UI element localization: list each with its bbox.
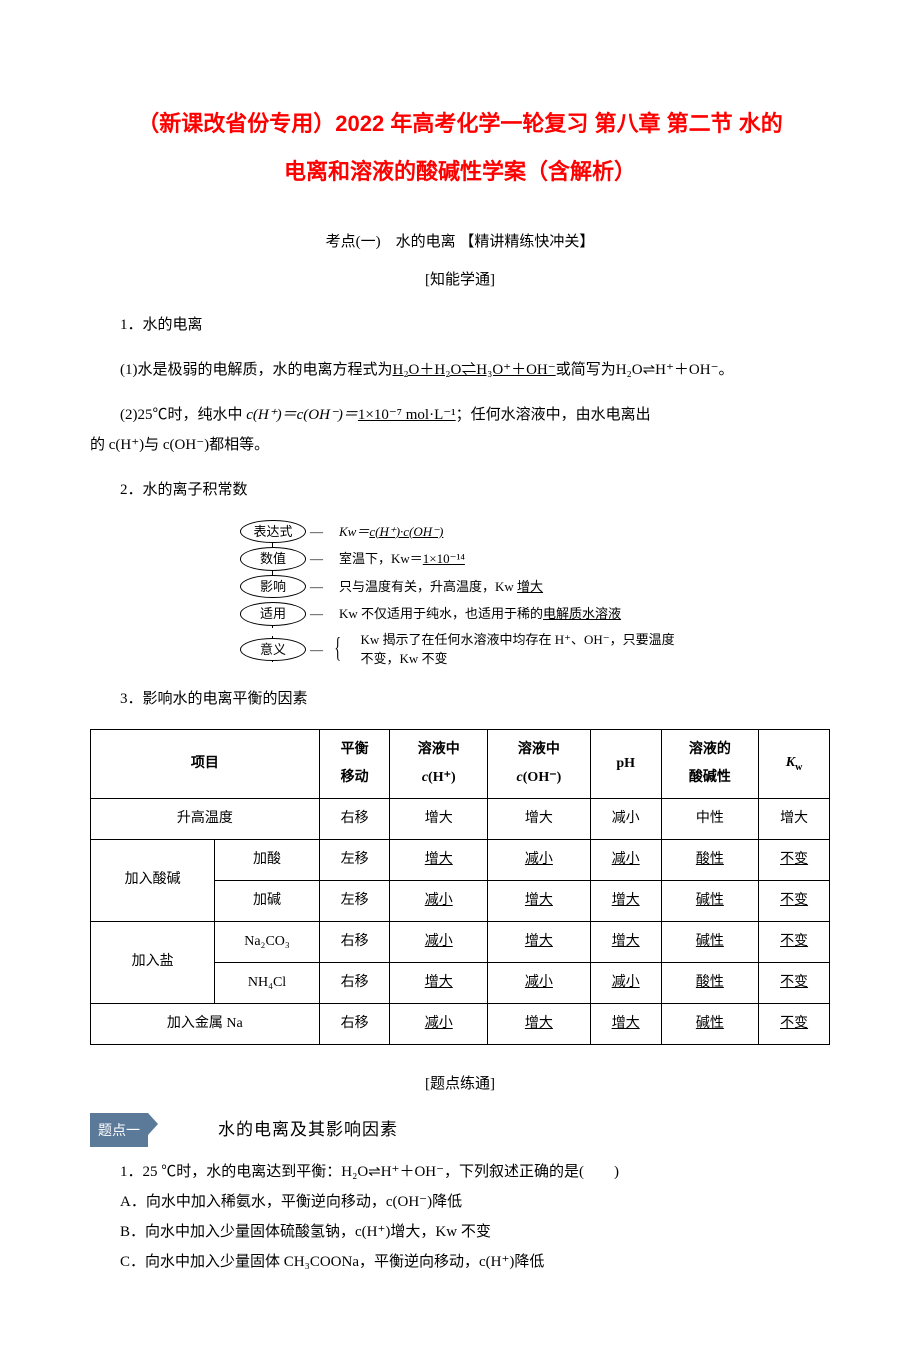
th-kw: Kw (759, 729, 830, 798)
p1-mid: 或简写为 (556, 362, 616, 378)
diagram-row-expr: 表达式 — Kw＝c(H⁺)·c(OH⁻) (240, 520, 680, 544)
p1-eq2: H₂O⇌H⁺＋OH⁻ (616, 362, 719, 378)
factors-table: 项目 平衡移动 溶液中c(H⁺) 溶液中c(OH⁻) pH 溶液的酸碱性 Kw … (90, 729, 830, 1045)
diagram-row-value: 数值 — 室温下，Kw＝1×10⁻¹⁴ (240, 547, 680, 571)
eff-pre: 只与温度有关，升高温度，Kw (339, 579, 517, 594)
heading-1: 1．水的电离 (90, 310, 830, 340)
diagram-row-meaning: 意义 —{ Kw 揭示了在任何水溶液中均存在 H⁺、OH⁻，只要温度不变，Kw … (240, 630, 680, 669)
oval-meaning: 意义 (240, 638, 306, 662)
title-line-2: 电离和溶液的酸碱性学案（含解析） (90, 148, 830, 196)
topic-bar: 题点一 水的电离及其影响因素 (90, 1113, 830, 1147)
val-pre: 室温下，Kw＝ (339, 551, 423, 566)
app-u: 电解质水溶液 (543, 606, 621, 621)
p2-mid1: c(H⁺)＝c(OH⁻)＝ (246, 407, 358, 423)
heading-2: 2．水的离子积常数 (90, 475, 830, 505)
p2-pre: (2)25℃时，纯水中 (120, 407, 246, 423)
zhineng-label: [知能学通] (90, 265, 830, 295)
para-2: (2)25℃时，纯水中 c(H⁺)＝c(OH⁻)＝1×10⁻⁷ mol·L⁻¹；… (90, 400, 830, 430)
topic-text: 水的电离及其影响因素 (218, 1113, 398, 1147)
p2-tail: ；任何水溶液中，由水电离出 (456, 407, 651, 423)
diagram-row-effect: 影响 — 只与温度有关，升高温度，Kw 增大 (240, 575, 680, 599)
oval-apply: 适用 (240, 602, 306, 626)
table-row: 升高温度 右移 增大 增大 减小 中性 增大 (91, 798, 830, 839)
topic-tag: 题点一 (90, 1113, 148, 1147)
th-move: 平衡移动 (319, 729, 390, 798)
expr-pre: Kw＝ (339, 524, 369, 539)
p2-val: 1×10⁻⁷ mol·L⁻¹ (358, 407, 456, 423)
option-a: A．向水中加入稀氨水，平衡逆向移动，c(OH⁻)降低 (90, 1187, 830, 1217)
option-b: B．向水中加入少量固体硫酸氢钠，c(H⁺)增大，Kw 不变 (90, 1217, 830, 1247)
option-c: C．向水中加入少量固体 CH₃COONa，平衡逆向移动，c(H⁺)降低 (90, 1247, 830, 1277)
question-1: 1．25 ℃时，水的电离达到平衡：H₂O⇌H⁺＋OH⁻，下列叙述正确的是( ) (90, 1157, 830, 1187)
app-pre: Kw 不仅适用于纯水，也适用于稀的 (339, 606, 543, 621)
p1-eq1: H₂O＋H₂O⇌H₃O⁺＋OH⁻ (393, 362, 556, 378)
eff-u: 增大 (517, 579, 543, 594)
p1-pre: (1)水是极弱的电解质，水的电离方程式为 (120, 362, 393, 378)
title-line-1: （新课改省份专用）2022 年高考化学一轮复习 第八章 第二节 水的 (90, 100, 830, 148)
oval-effect: 影响 (240, 575, 306, 599)
tidian-label: [题点练通] (90, 1069, 830, 1099)
mean-pre: Kw 揭示了在任何水溶液中均存在 H⁺、OH⁻，只要温度不变，Kw 不变 (360, 630, 680, 669)
expr-u: c(H⁺)·c(OH⁻) (369, 524, 443, 539)
diagram-row-apply: 适用 — Kw 不仅适用于纯水，也适用于稀的电解质水溶液 (240, 602, 680, 626)
para-1: (1)水是极弱的电解质，水的电离方程式为H₂O＋H₂O⇌H₃O⁺＋OH⁻或简写为… (90, 355, 830, 385)
th-item: 项目 (91, 729, 320, 798)
document-title: （新课改省份专用）2022 年高考化学一轮复习 第八章 第二节 水的 电离和溶液… (90, 100, 830, 197)
val-u: 1×10⁻¹⁴ (423, 551, 465, 566)
table-row: 加入金属 Na 右移 减小 增大 增大 碱性 不变 (91, 1003, 830, 1044)
th-coh: 溶液中c(OH⁻) (488, 729, 591, 798)
oval-value: 数值 (240, 547, 306, 571)
th-ch: 溶液中c(H⁺) (390, 729, 488, 798)
table-row: 加入盐 Na₂CO₃ 右移 减小 增大 增大 碱性 不变 (91, 921, 830, 962)
th-nature: 溶液的酸碱性 (661, 729, 759, 798)
th-ph: pH (590, 729, 661, 798)
kaodian-heading: 考点(一) 水的电离 【精讲精练快冲关】 (90, 227, 830, 257)
p1-end: 。 (719, 362, 734, 378)
table-row: 加入酸碱 加酸 左移 增大 减小 减小 酸性 不变 (91, 839, 830, 880)
oval-expr: 表达式 (240, 520, 306, 544)
para-2b: 的 c(H⁺)与 c(OH⁻)都相等。 (90, 430, 830, 460)
kw-diagram: 表达式 — Kw＝c(H⁺)·c(OH⁻) 数值 — 室温下，Kw＝1×10⁻¹… (240, 520, 680, 669)
heading-3: 3．影响水的电离平衡的因素 (90, 684, 830, 714)
